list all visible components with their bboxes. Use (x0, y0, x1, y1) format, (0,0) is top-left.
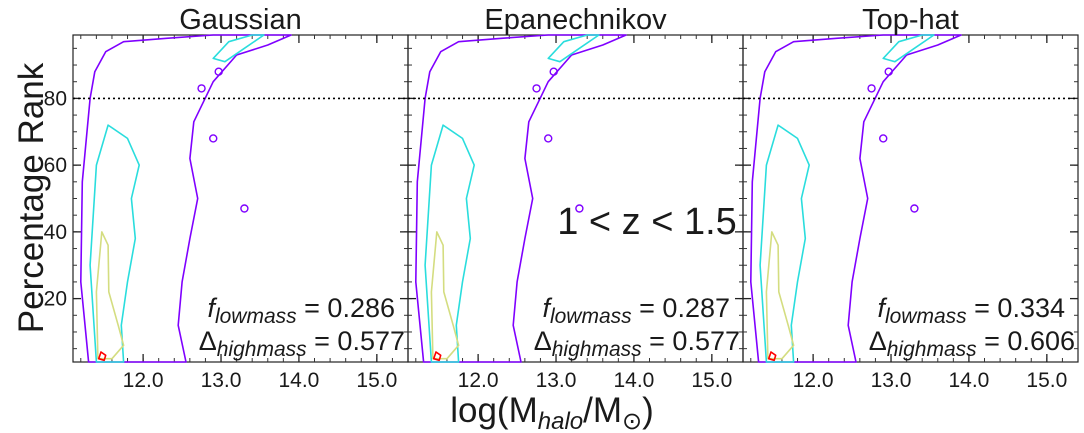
x-tick-label: 15.0 (356, 369, 397, 392)
contour-second (759, 124, 810, 363)
contour-second-upper (882, 34, 935, 63)
contour-island (197, 84, 206, 93)
x-tick-label: 13.0 (536, 369, 577, 392)
panel-gaussian: 12.0 13.0 14.0 15.0 20 40 60 80 Gaussian flowmass… (44, 4, 409, 392)
panel-title: Top-hat (862, 4, 959, 36)
x-tick-label: 12.0 (123, 369, 164, 392)
panel-title: Gaussian (179, 4, 302, 36)
x-axis-label: log(Mhalo/M⊙) (450, 391, 654, 433)
contour-outer (415, 34, 627, 363)
delta-highmass-label: Δhighmass = 0.577 (199, 326, 405, 361)
contour-outer (80, 34, 292, 363)
delta-highmass-label: Δhighmass = 0.606 (869, 326, 1075, 361)
contour-island (879, 134, 888, 143)
contour-island (884, 67, 893, 76)
contour-third (430, 231, 460, 360)
redshift-label: 1 < z < 1.5 (557, 201, 737, 243)
contour-third (765, 231, 795, 360)
contour-second-upper (212, 34, 265, 63)
y-tick-label: 20 (44, 288, 67, 311)
contour-second-upper (547, 34, 600, 63)
y-tick-label: 40 (44, 221, 67, 244)
contour-second (89, 124, 140, 363)
x-tick-label: 14.0 (613, 369, 654, 392)
x-tick-label: 13.0 (201, 369, 242, 392)
contour-island (209, 134, 218, 143)
x-tick-label: 13.0 (871, 369, 912, 392)
contour-island (544, 134, 553, 143)
x-tick-label: 14.0 (948, 369, 989, 392)
x-tick-label: 15.0 (1026, 369, 1067, 392)
delta-highmass-label: Δhighmass = 0.577 (534, 326, 740, 361)
panel-epanechnikov: 12.0 13.0 14.0 15.0 Epanechnikov flowmass = 0… (407, 4, 744, 392)
x-tick-label: 12.0 (793, 369, 834, 392)
contour-third (95, 231, 125, 360)
x-tick-label: 15.0 (691, 369, 732, 392)
contour-island (532, 84, 541, 93)
contour-peak (97, 351, 107, 362)
f-lowmass-label: flowmass = 0.334 (877, 293, 1065, 328)
contour-outer (750, 34, 962, 363)
f-lowmass-label: flowmass = 0.287 (542, 293, 730, 328)
f-lowmass-label: flowmass = 0.286 (207, 293, 395, 328)
contour-island (214, 67, 223, 76)
y-axis-label: Percentage Rank (12, 62, 51, 333)
contour-island (867, 84, 876, 93)
x-tick-label: 12.0 (458, 369, 499, 392)
y-tick-label: 80 (44, 87, 67, 110)
panel-top-hat: 12.0 13.0 14.0 15.0 Top-hat flowmass = 0.334Δ… (742, 4, 1079, 392)
contour-peak (432, 351, 442, 362)
panel-title: Epanechnikov (484, 4, 667, 36)
y-tick-label: 60 (44, 154, 67, 177)
x-tick-label: 14.0 (278, 369, 319, 392)
contour-peak (767, 351, 777, 362)
contour-island (240, 204, 249, 213)
contour-island (549, 67, 558, 76)
contour-second (424, 124, 475, 363)
contour-island (575, 204, 584, 213)
contour-island (910, 204, 919, 213)
